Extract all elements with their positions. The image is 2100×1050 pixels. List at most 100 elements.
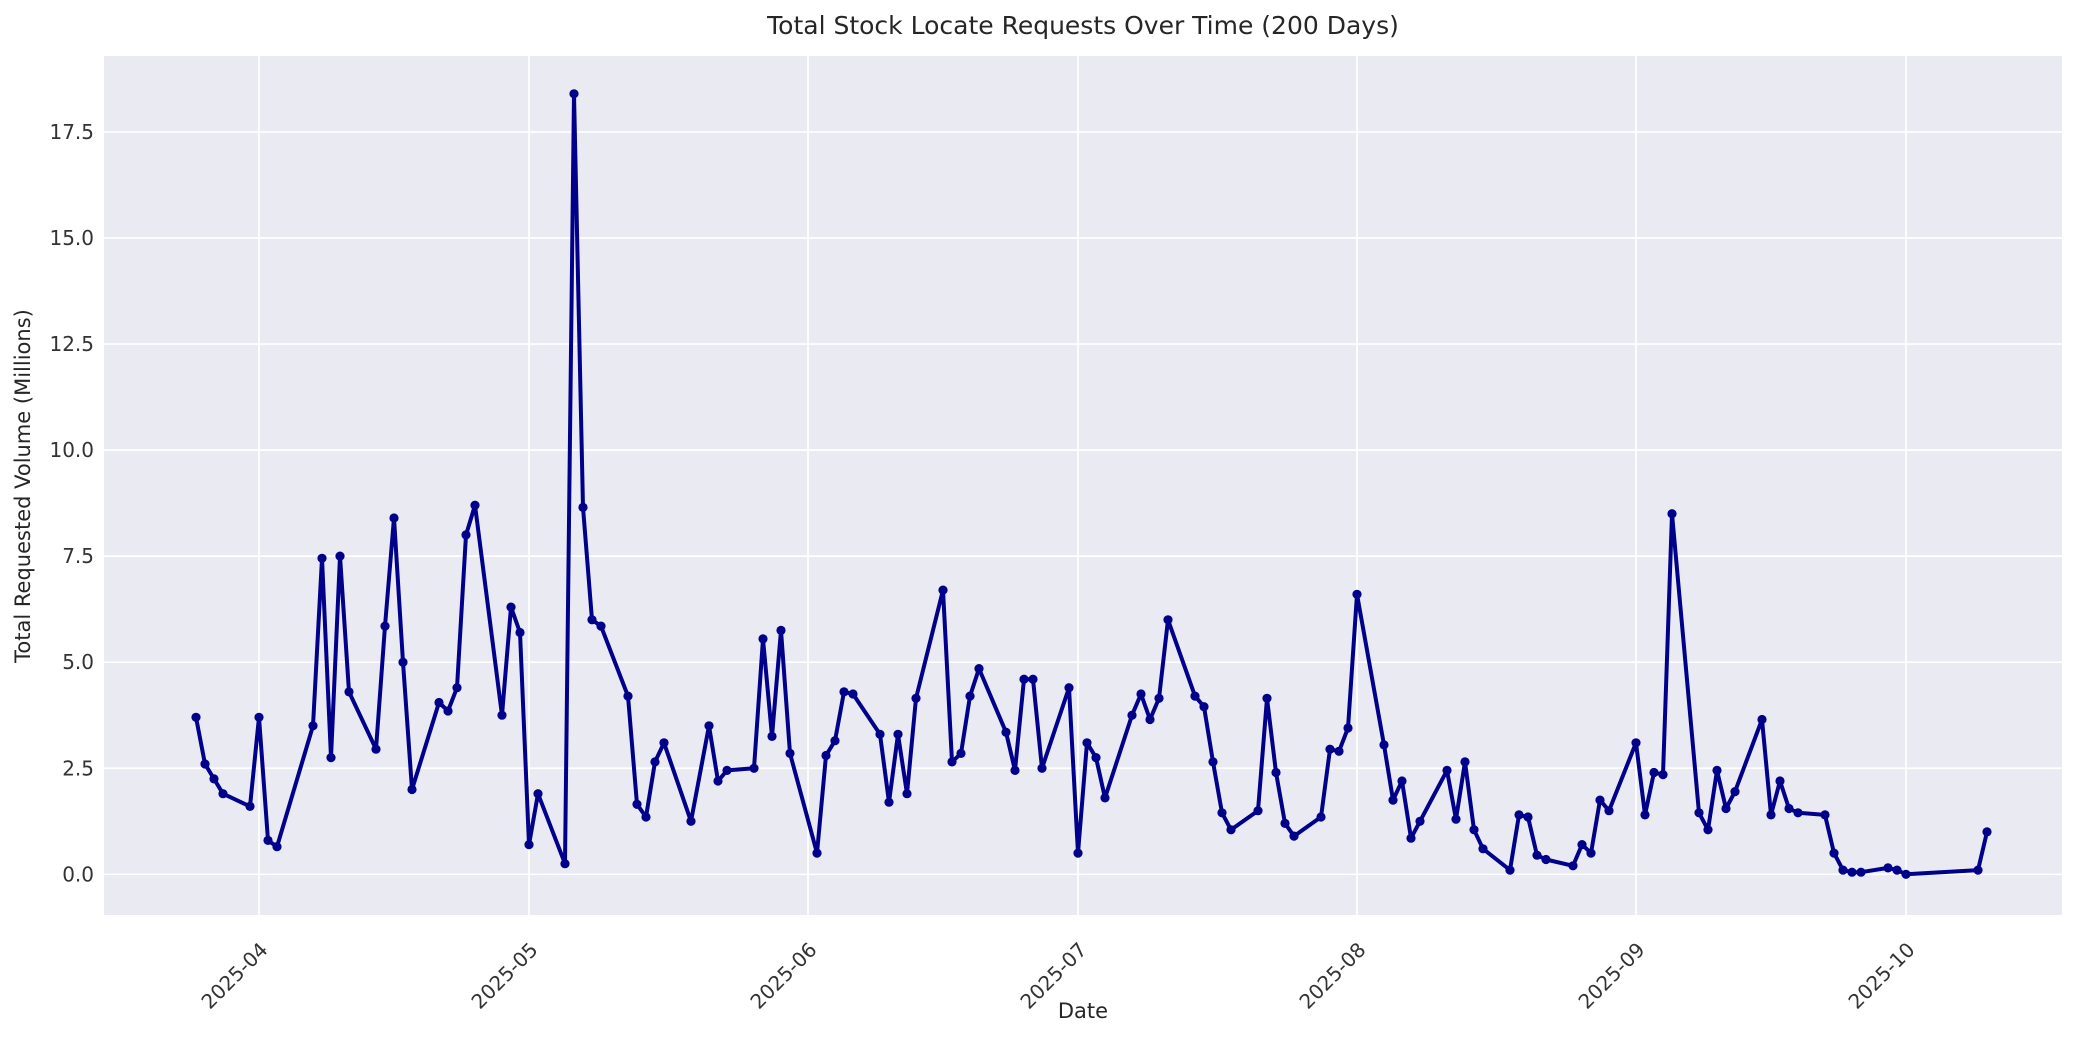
data-point-marker (704, 721, 714, 731)
data-point-marker (767, 731, 777, 742)
data-point-marker (434, 697, 444, 708)
data-point-marker (1352, 589, 1362, 599)
data-point-marker (1289, 831, 1299, 841)
data-point-marker (245, 801, 255, 812)
data-point-marker (722, 765, 732, 776)
data-series (191, 89, 1992, 879)
data-point-marker (452, 683, 462, 693)
data-point-marker (1793, 808, 1803, 818)
data-point-marker (947, 757, 957, 767)
data-point-marker (1136, 689, 1146, 699)
data-point-marker (524, 840, 534, 850)
data-point-marker (344, 687, 354, 697)
data-point-marker (1892, 865, 1902, 875)
y-axis-title: Total Requested Volume (Millions) (11, 309, 35, 664)
data-point-marker (641, 812, 651, 822)
x-tick-label: 2025-10 (1843, 938, 1919, 1014)
data-point-marker (1469, 825, 1479, 835)
data-point-marker (1703, 825, 1713, 835)
data-point-marker (515, 627, 525, 638)
data-point-marker (1010, 765, 1020, 776)
y-tick-label: 12.5 (49, 332, 94, 356)
data-point-marker (1406, 833, 1416, 843)
chart-title: Total Stock Locate Requests Over Time (2… (766, 11, 1399, 40)
data-point-marker (1064, 683, 1074, 693)
data-point-marker (1037, 763, 1047, 773)
data-point-marker (650, 757, 660, 767)
data-point-marker (1397, 776, 1407, 786)
data-point-marker (1577, 840, 1587, 850)
data-point-marker (1820, 810, 1830, 820)
data-point-marker (911, 693, 921, 703)
data-point-marker (1712, 765, 1722, 776)
data-point-marker (1901, 869, 1911, 879)
data-point-marker (749, 763, 759, 773)
data-point-marker (821, 750, 831, 761)
data-point-marker (1658, 770, 1668, 780)
data-point-marker (1667, 509, 1677, 519)
data-point-marker (956, 748, 966, 759)
data-point-marker (308, 721, 318, 731)
data-point-marker (1253, 806, 1263, 816)
data-point-marker (1262, 693, 1272, 703)
y-tick-label: 17.5 (49, 120, 94, 144)
x-axis-title: Date (1058, 999, 1108, 1023)
data-point-marker (560, 859, 570, 869)
data-point-marker (839, 687, 849, 697)
data-point-marker (1973, 865, 1983, 875)
data-point-marker (1631, 738, 1641, 748)
data-point-marker (965, 691, 975, 701)
data-point-marker (830, 736, 840, 746)
x-tick-label: 2025-09 (1573, 938, 1649, 1014)
data-point-marker (461, 530, 471, 540)
data-point-marker (1217, 808, 1227, 818)
data-point-marker (1091, 753, 1101, 763)
data-point-marker (1649, 767, 1659, 778)
data-point-marker (686, 816, 696, 826)
data-point-marker (1586, 848, 1596, 858)
data-point-marker (578, 502, 588, 512)
data-point-marker (1271, 767, 1281, 778)
data-point-marker (254, 712, 264, 722)
data-point-marker (443, 706, 453, 716)
data-point-marker (884, 797, 894, 807)
data-point-marker (1775, 776, 1785, 786)
data-point-marker (1883, 863, 1893, 873)
data-point-marker (1190, 691, 1200, 701)
data-point-marker (938, 585, 948, 595)
data-point-marker (974, 664, 984, 674)
data-point-marker (776, 625, 786, 636)
data-point-marker (893, 729, 903, 739)
data-point-marker (1127, 710, 1137, 720)
data-point-marker (317, 553, 327, 563)
data-point-marker (1838, 865, 1848, 875)
y-tick-label: 2.5 (62, 756, 94, 780)
data-point-marker (623, 691, 633, 701)
data-point-marker (812, 848, 822, 858)
x-tick-label: 2025-04 (196, 938, 272, 1014)
data-point-marker (1766, 810, 1776, 820)
data-point-marker (1730, 787, 1740, 797)
data-point-marker (1856, 867, 1866, 877)
data-point-marker (200, 759, 210, 769)
data-point-marker (1343, 723, 1353, 733)
x-tick-label: 2025-05 (466, 938, 542, 1014)
data-point-marker (1640, 810, 1650, 820)
data-point-marker (191, 712, 201, 722)
data-point-marker (1028, 674, 1038, 684)
data-point-marker (1073, 848, 1083, 858)
data-point-marker (1784, 803, 1794, 814)
data-point-marker (1280, 818, 1290, 829)
x-tick-label: 2025-08 (1294, 938, 1370, 1014)
data-point-marker (1721, 803, 1731, 814)
data-point-marker (587, 615, 597, 625)
data-point-marker (335, 551, 345, 561)
data-point-marker (875, 729, 885, 739)
data-point-marker (1541, 854, 1551, 865)
data-point-marker (398, 657, 408, 667)
data-point-marker (1163, 615, 1173, 625)
data-point-marker (497, 710, 507, 720)
data-point-marker (1082, 738, 1092, 748)
